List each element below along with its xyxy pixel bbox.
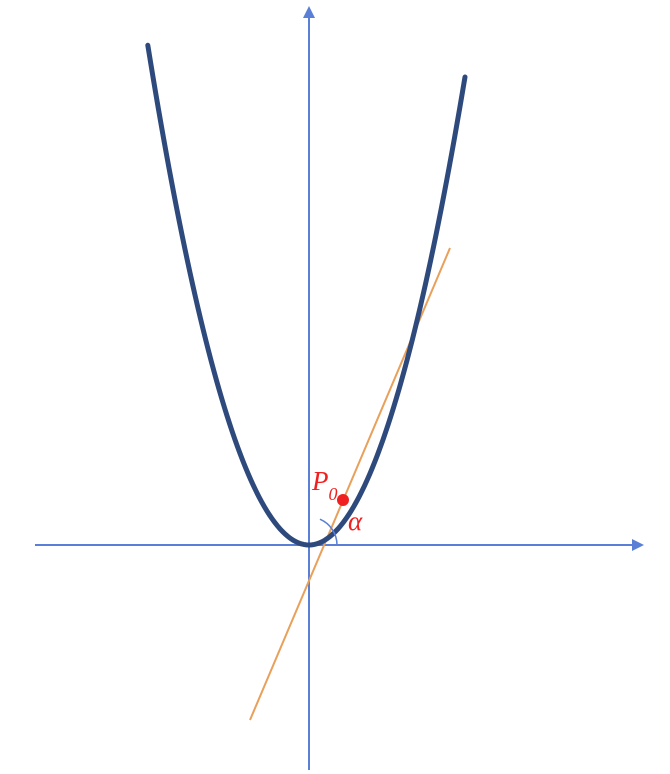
parabola-curve: [148, 45, 465, 545]
point-label: P0: [311, 466, 338, 504]
angle-label: α: [348, 506, 363, 536]
tangent-diagram: α P0: [0, 0, 670, 774]
tangent-point: [337, 494, 349, 506]
